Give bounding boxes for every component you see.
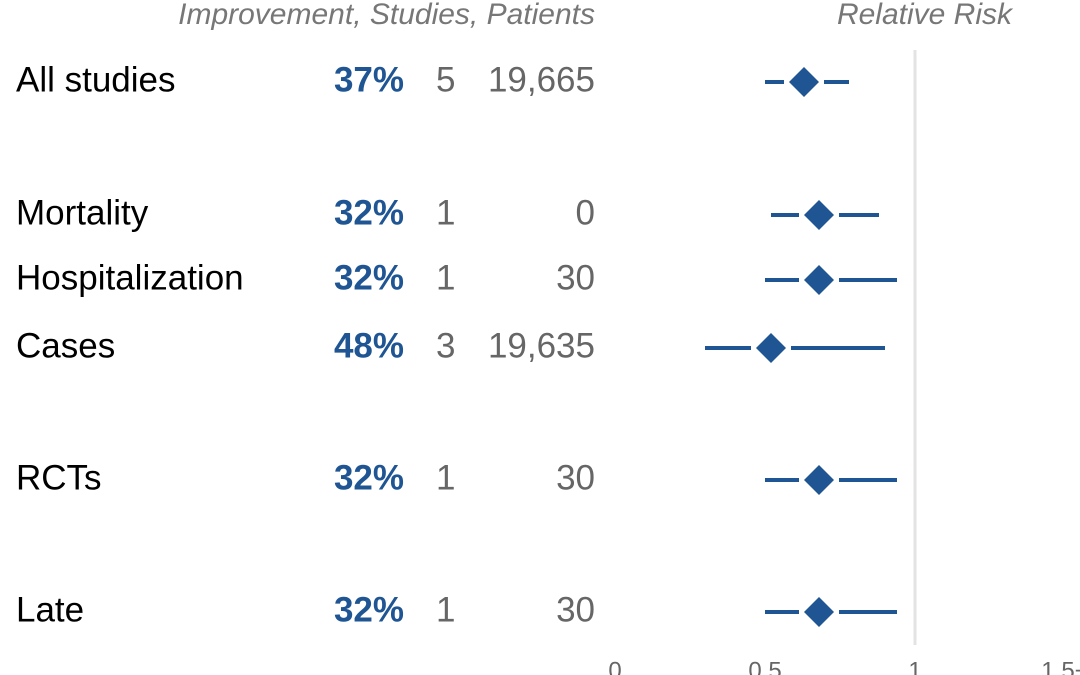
improvement: 32%	[334, 458, 404, 497]
patients: 19,635	[488, 326, 595, 365]
studies: 1	[436, 458, 455, 497]
row-label: Mortality	[16, 193, 149, 232]
patients: 30	[556, 458, 595, 497]
row-label: Hospitalization	[16, 258, 244, 297]
estimate-diamond	[756, 333, 786, 363]
patients: 30	[556, 258, 595, 297]
studies: 1	[436, 590, 455, 629]
patients: 19,665	[488, 60, 595, 99]
estimate-diamond	[804, 597, 834, 627]
x-tick-label: 0.5	[748, 657, 781, 675]
studies: 3	[436, 326, 455, 365]
x-tick-label: 1	[908, 657, 921, 675]
studies: 1	[436, 193, 455, 232]
patients: 30	[556, 590, 595, 629]
row-label: Cases	[16, 326, 115, 365]
x-tick-label: 1.5+	[1041, 657, 1080, 675]
x-tick-label: 0	[608, 657, 621, 675]
improvement: 37%	[334, 60, 404, 99]
improvement: 32%	[334, 193, 404, 232]
improvement: 32%	[334, 590, 404, 629]
estimate-diamond	[789, 67, 819, 97]
improvement: 32%	[334, 258, 404, 297]
row-label: RCTs	[16, 458, 102, 497]
studies: 5	[436, 60, 455, 99]
header-right: Relative Risk	[837, 0, 1014, 31]
estimate-diamond	[804, 200, 834, 230]
row-label: Late	[16, 590, 84, 629]
estimate-diamond	[804, 265, 834, 295]
row-label: All studies	[16, 60, 176, 99]
patients: 0	[576, 193, 595, 232]
studies: 1	[436, 258, 455, 297]
improvement: 48%	[334, 326, 404, 365]
header-left: Improvement, Studies, Patients	[178, 0, 595, 31]
estimate-diamond	[804, 465, 834, 495]
